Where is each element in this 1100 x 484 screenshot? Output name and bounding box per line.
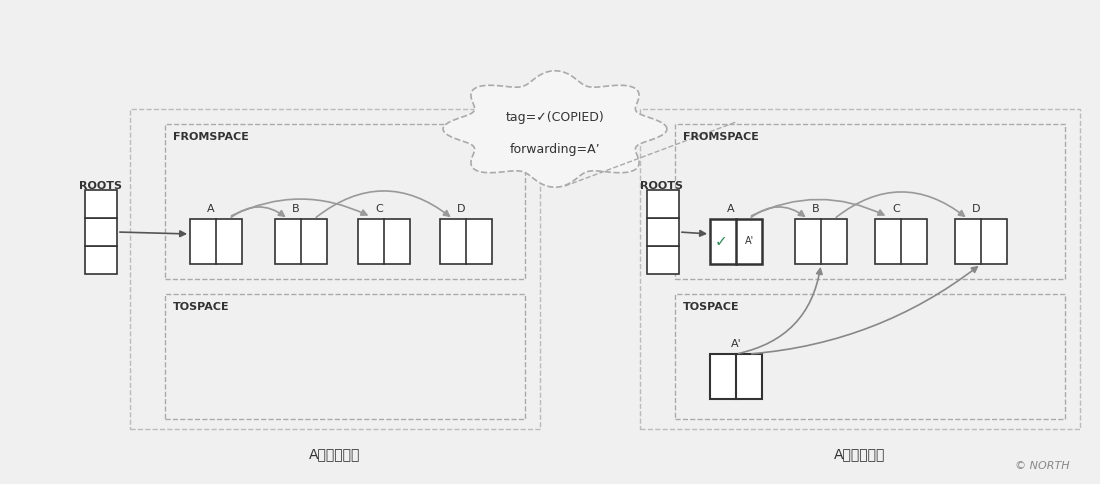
Text: FROMSPACE: FROMSPACE — [683, 132, 759, 142]
PathPatch shape — [443, 71, 667, 187]
FancyBboxPatch shape — [955, 219, 1006, 264]
FancyBboxPatch shape — [647, 246, 679, 274]
Text: A': A' — [745, 237, 754, 246]
Text: FROMSPACE: FROMSPACE — [173, 132, 249, 142]
Text: C: C — [892, 204, 900, 214]
Text: A: A — [207, 204, 215, 214]
FancyBboxPatch shape — [647, 218, 679, 246]
FancyBboxPatch shape — [358, 219, 410, 264]
FancyBboxPatch shape — [190, 219, 242, 264]
FancyBboxPatch shape — [85, 246, 117, 274]
Text: A': A' — [730, 339, 741, 349]
Text: A: A — [727, 204, 735, 214]
Text: C: C — [375, 204, 383, 214]
Text: © NORTH: © NORTH — [1015, 461, 1070, 471]
Text: TOSPACE: TOSPACE — [173, 302, 230, 312]
Text: ROOTS: ROOTS — [78, 181, 121, 191]
Text: ✓: ✓ — [715, 234, 727, 249]
FancyBboxPatch shape — [710, 354, 762, 399]
Text: D: D — [971, 204, 980, 214]
Text: forwarding=A’: forwarding=A’ — [509, 142, 601, 155]
FancyBboxPatch shape — [710, 219, 762, 264]
Text: tag=✓(COPIED): tag=✓(COPIED) — [506, 110, 604, 123]
FancyBboxPatch shape — [874, 219, 927, 264]
FancyBboxPatch shape — [795, 219, 847, 264]
FancyBboxPatch shape — [440, 219, 492, 264]
Text: D: D — [456, 204, 465, 214]
FancyBboxPatch shape — [85, 218, 117, 246]
FancyBboxPatch shape — [85, 190, 117, 218]
Text: B: B — [812, 204, 820, 214]
Text: A对象复制后: A对象复制后 — [834, 447, 886, 461]
Text: B: B — [293, 204, 300, 214]
FancyBboxPatch shape — [647, 190, 679, 218]
Text: A对象复制前: A对象复制前 — [309, 447, 361, 461]
FancyBboxPatch shape — [275, 219, 327, 264]
Text: TOSPACE: TOSPACE — [683, 302, 739, 312]
Text: ROOTS: ROOTS — [640, 181, 683, 191]
